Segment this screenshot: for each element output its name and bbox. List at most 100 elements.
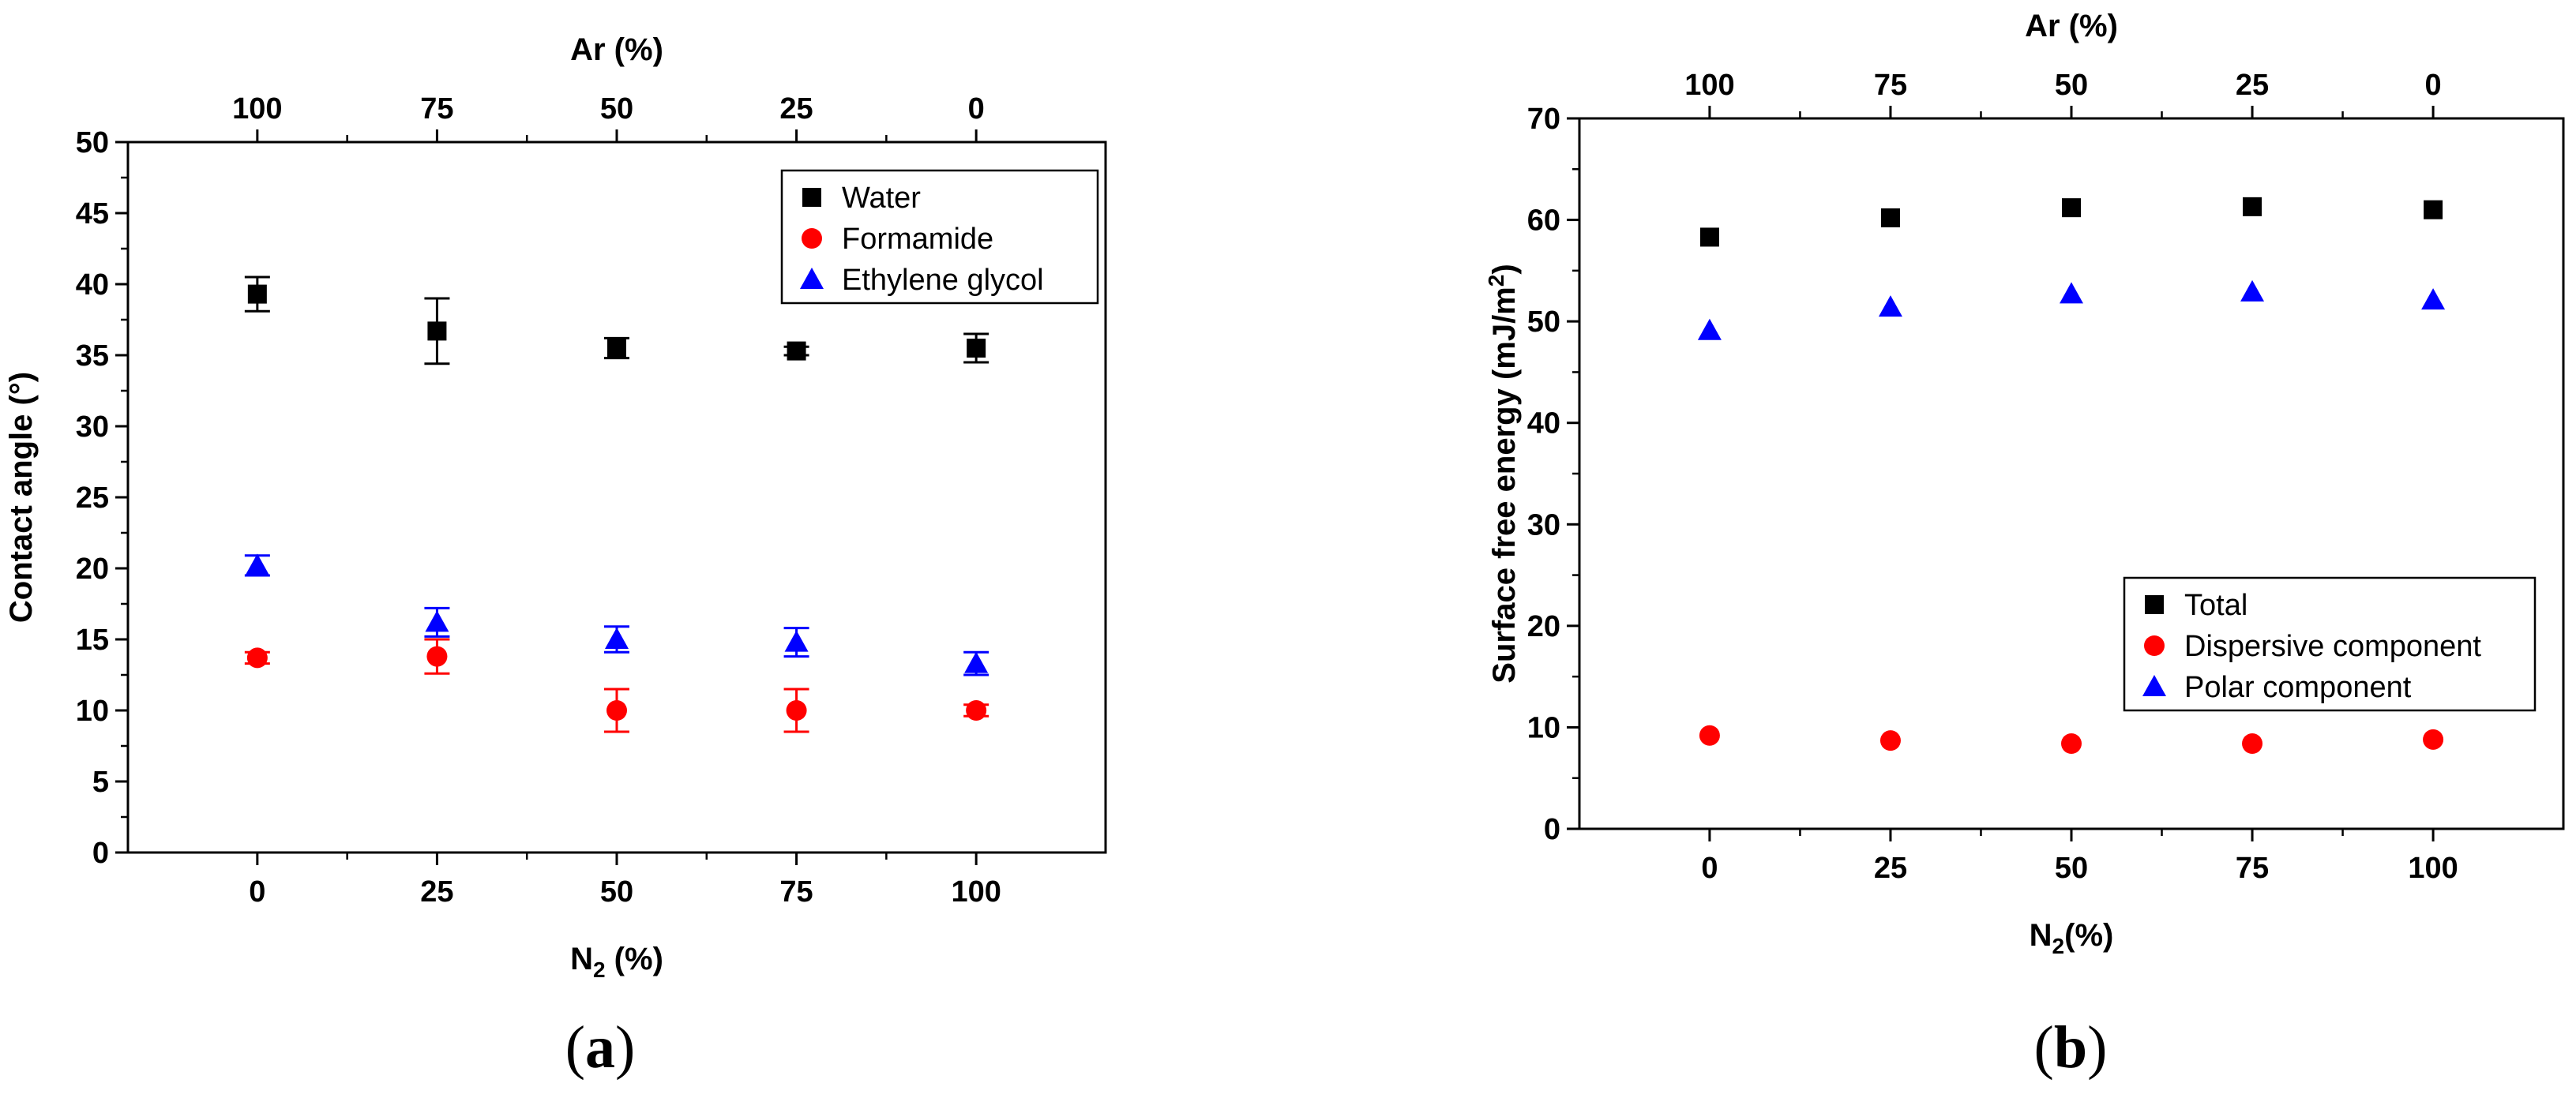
y-tick-label: 20 xyxy=(76,553,109,586)
series-dispersive-component xyxy=(1699,725,2444,754)
x-tick-label: 50 xyxy=(600,875,633,909)
x-tick-label: 75 xyxy=(2236,852,2269,885)
y-tick-label: 35 xyxy=(76,339,109,373)
y-tick-label: 40 xyxy=(1527,407,1560,440)
data-point xyxy=(1699,725,1720,746)
y-axis-title-main: Surface free energy (mJ/m xyxy=(1487,287,1522,683)
legend-marker xyxy=(2142,675,2166,696)
caption-letter: a xyxy=(585,1014,615,1081)
legend-label: Dispersive component xyxy=(2184,630,2481,663)
data-point xyxy=(2423,729,2444,750)
data-point xyxy=(1697,318,1722,340)
caption-open: ( xyxy=(565,1014,585,1081)
panel-a-contact-angle: 0 5 10 15 20 25 30 35 40 45 50 0 25 50 75 100 100 75 50 25 0… xyxy=(4,32,1107,1081)
data-point xyxy=(425,610,449,632)
x2-tick-label: 0 xyxy=(2425,69,2442,102)
y-tick-label: 15 xyxy=(76,624,109,657)
y-axis-title: Contact angle (°) xyxy=(4,372,39,623)
y-axis-title: Surface free energy (mJ/m2) xyxy=(1484,264,1522,683)
data-point xyxy=(2060,282,2083,304)
legend-marker xyxy=(800,268,824,289)
legend-label: Ethylene glycol xyxy=(842,264,1044,297)
data-point xyxy=(247,284,267,304)
y-tick-label: 45 xyxy=(76,197,109,230)
legend-marker xyxy=(2145,595,2164,614)
caption-close: ) xyxy=(615,1014,635,1081)
x2-axis-title: Ar (%) xyxy=(570,32,663,67)
data-point xyxy=(966,700,987,721)
x2-tick-label: 25 xyxy=(779,92,813,126)
legend-marker xyxy=(2144,635,2165,656)
caption-open: ( xyxy=(2034,1014,2054,1081)
x-tick-label: 0 xyxy=(1701,852,1718,885)
data-point xyxy=(787,341,806,361)
x-axis-title-suffix: (%) xyxy=(606,942,663,976)
x2-tick-label: 75 xyxy=(1874,69,1907,102)
x-axis-title-main: N xyxy=(570,942,593,976)
data-point xyxy=(246,647,268,669)
legend-marker xyxy=(802,188,821,207)
x-tick-label: 25 xyxy=(1874,852,1907,885)
data-point xyxy=(426,646,448,667)
data-point xyxy=(427,321,447,341)
data-point xyxy=(2421,288,2446,310)
y-axis-title-suffix: ) xyxy=(1487,264,1522,274)
data-point xyxy=(786,700,807,721)
x-tick-label: 25 xyxy=(420,875,453,909)
y-tick-label: 60 xyxy=(1527,204,1560,238)
x-axis-title-subscript: 2 xyxy=(593,957,606,982)
data-point xyxy=(1880,208,1900,227)
x-axis-title-main: N xyxy=(2030,918,2052,953)
series-ethylene-glycol xyxy=(244,553,989,676)
data-point xyxy=(2242,733,2263,754)
x-tick-label: 100 xyxy=(951,875,1001,909)
plot-frame xyxy=(1578,117,2565,830)
data-point xyxy=(2062,198,2081,218)
legend-label: Water xyxy=(842,182,921,215)
y-tick-label: 5 xyxy=(92,766,109,799)
legend-marker xyxy=(802,228,822,249)
legend: Water Formamide Ethylene glycol xyxy=(780,169,1099,305)
data-point xyxy=(1879,730,1901,751)
data-point xyxy=(605,628,629,649)
x2-tick-label: 50 xyxy=(2055,69,2088,102)
x2-tick-label: 25 xyxy=(2236,69,2269,102)
legend-label: Total xyxy=(2184,589,2247,622)
y-tick-label: 30 xyxy=(1527,508,1560,542)
x-tick-label: 75 xyxy=(779,875,813,909)
x2-tick-label: 100 xyxy=(232,92,282,126)
data-point xyxy=(2061,733,2082,754)
y-tick-label: 10 xyxy=(76,695,109,728)
x-tick-label: 100 xyxy=(2408,852,2458,885)
x-axis-title-subscript: 2 xyxy=(2052,934,2065,958)
x2-tick-label: 75 xyxy=(420,92,453,126)
data-point xyxy=(606,700,627,721)
y-tick-label: 50 xyxy=(76,126,109,159)
y-tick-label: 0 xyxy=(92,837,109,870)
y-tick-label: 20 xyxy=(1527,610,1560,643)
caption-letter: b xyxy=(2054,1014,2087,1081)
x2-tick-label: 50 xyxy=(600,92,633,126)
series-water xyxy=(244,275,989,365)
x2-tick-label: 100 xyxy=(1684,69,1734,102)
panel-caption: (a) xyxy=(565,1014,636,1081)
legend-box xyxy=(780,169,1099,305)
series-formamide xyxy=(244,638,989,733)
x-axis-title: N2(%) xyxy=(2030,918,2114,958)
y-tick-label: 25 xyxy=(76,482,109,515)
data-point xyxy=(2240,279,2265,302)
data-point xyxy=(1878,295,1902,317)
data-point xyxy=(964,651,989,673)
y-axis-title-superscript: 2 xyxy=(1484,275,1508,287)
legend-label: Formamide xyxy=(842,223,993,256)
x2-axis-title: Ar (%) xyxy=(2025,9,2118,43)
panel-caption: (b) xyxy=(2034,1014,2108,1081)
y-tick-label: 40 xyxy=(76,268,109,302)
data-point xyxy=(1699,227,1719,247)
y-axis-title-main: Contact angle (°) xyxy=(4,372,39,623)
x-axis-title-suffix: (%) xyxy=(2064,918,2113,953)
legend-label: Polar component xyxy=(2184,671,2412,704)
x2-tick-label: 0 xyxy=(968,92,985,126)
